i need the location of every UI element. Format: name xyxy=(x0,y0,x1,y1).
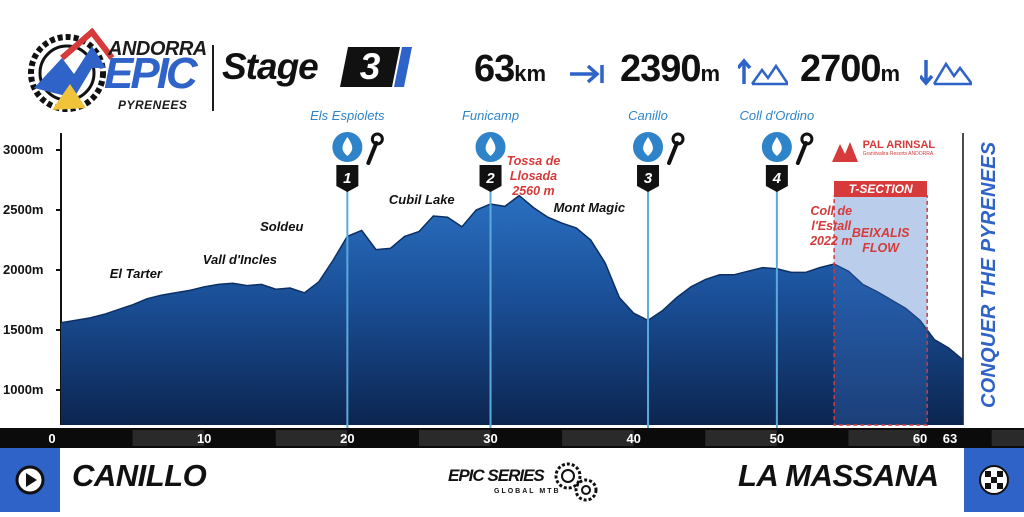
stat-descent: 2700m xyxy=(800,48,900,91)
t-section-label: T-SECTION xyxy=(834,181,928,197)
x-axis-segment xyxy=(418,430,491,446)
checkpoint-name: Funicamp xyxy=(461,108,520,123)
water-drop-shape xyxy=(485,137,496,156)
x-axis-segment xyxy=(991,430,1024,446)
checkpoint-number-plate xyxy=(637,165,660,192)
x-axis-segment xyxy=(705,430,777,446)
descent-unit: m xyxy=(880,61,901,86)
climb-unit: m xyxy=(700,61,721,86)
wrench-head xyxy=(370,132,384,146)
water-drop-shape xyxy=(643,137,653,156)
x-tick-label: 0 xyxy=(48,431,55,446)
y-tick-label: 1000m xyxy=(3,382,43,397)
climb-value: 2390 xyxy=(620,48,702,90)
footer xyxy=(0,448,1024,512)
x-tick-label: 40 xyxy=(626,431,640,446)
gears-icon xyxy=(554,462,598,502)
y-tick-label: 1500m xyxy=(3,322,43,337)
distance-value: 63 xyxy=(474,48,515,90)
series-logo: EPIC SERIES GLOBAL MTB xyxy=(444,460,604,504)
wrench-head xyxy=(671,132,685,146)
x-tick-label: 30 xyxy=(483,431,497,446)
place-label: Cubil Lake xyxy=(388,191,455,207)
series-logo-text: EPIC SERIES xyxy=(448,466,545,485)
stage-label: Stage xyxy=(222,46,319,87)
t-section-zone xyxy=(833,195,928,426)
play-icon xyxy=(15,465,45,495)
checkpoint-name: Coll d'Ordino xyxy=(739,108,815,123)
finish-marker xyxy=(964,448,1024,512)
checkpoint-name: Els Espiolets xyxy=(310,108,385,123)
checkered-flag-icon xyxy=(979,465,1009,495)
logo-line1: ANDORRA xyxy=(108,38,207,60)
peak-label: Tossa de Llosada 2560 m xyxy=(506,154,561,198)
y-tick-label: 2000m xyxy=(3,262,43,277)
profile-line xyxy=(60,194,964,361)
y-tick-label: 2500m xyxy=(3,202,43,217)
climb-icon xyxy=(738,58,788,86)
water-drop-shape xyxy=(771,137,782,156)
logo-line3: PYRENEES xyxy=(118,98,188,112)
finish-location: LA MASSANA xyxy=(738,458,939,493)
x-tick-label: 50 xyxy=(770,431,784,446)
start-marker xyxy=(0,448,60,512)
t-section-label-text: T-SECTION xyxy=(848,182,913,196)
logo-line2: EPIC xyxy=(104,49,198,98)
x-tick-label: 60 xyxy=(913,431,927,446)
event-logo: ANDORRA EPIC PYRENEES xyxy=(22,28,212,118)
stat-climb: 2390m xyxy=(620,48,720,91)
logo-emblem-icon xyxy=(28,28,115,112)
wrench-icon xyxy=(667,141,680,165)
profile-area xyxy=(61,195,963,425)
checkpoint-name: Canillo xyxy=(628,108,668,123)
x-tick-label: 10 xyxy=(197,431,211,446)
place-label: Mont Magic xyxy=(553,200,626,215)
place-label: Vall d'Incles xyxy=(202,251,277,267)
t-section-name: BEIXALIS FLOW xyxy=(851,226,910,255)
checkpoint-number-plate xyxy=(765,165,788,192)
y-tick-label: 3000m xyxy=(3,142,43,157)
sponsor-sub: Grandvalira Resorts ANDORRA xyxy=(862,151,934,157)
descent-icon xyxy=(920,60,972,86)
sponsor-name: PAL ARINSAL xyxy=(862,139,936,151)
sponsor-mountain-icon xyxy=(832,142,859,162)
stage-number-badge xyxy=(340,47,412,87)
tagline: CONQUER THE PYRENEES xyxy=(978,141,1000,408)
wrench-icon xyxy=(795,141,808,165)
series-logo-sub: GLOBAL MTB xyxy=(494,488,561,495)
start-location: CANILLO xyxy=(72,458,207,493)
x-axis-segment xyxy=(562,430,634,446)
wrench-icon xyxy=(366,141,379,165)
place-label: Soldeu xyxy=(260,219,304,235)
header-divider xyxy=(212,45,214,111)
distance-arrow-icon xyxy=(570,64,604,84)
distance-unit: km xyxy=(514,61,547,86)
sponsor-logo: PAL ARINSAL Grandvalira Resorts ANDORRA xyxy=(832,139,936,162)
place-label: El Tarter xyxy=(109,266,162,281)
checkpoint-number: 1 xyxy=(343,170,351,187)
checkpoint-number: 4 xyxy=(772,170,782,187)
x-axis-segment xyxy=(275,430,348,446)
stage-number: 3 xyxy=(359,46,381,87)
checkpoint-number-plate xyxy=(336,165,359,192)
checkpoint-number: 3 xyxy=(644,170,653,187)
wrench-head xyxy=(800,132,814,146)
x-axis-segment xyxy=(132,430,205,446)
x-axis-segment xyxy=(848,430,921,446)
checkpoint-number-plate xyxy=(479,165,502,192)
stat-distance: 63km xyxy=(474,48,546,91)
descent-value: 2700 xyxy=(800,48,882,90)
x-tick-label: 63 xyxy=(943,431,957,446)
water-drop-shape xyxy=(342,137,353,156)
peak-label: Coll de l'Estall 2022 m xyxy=(810,204,853,249)
x-tick-label: 20 xyxy=(340,431,354,446)
checkpoint-number: 2 xyxy=(485,170,495,187)
